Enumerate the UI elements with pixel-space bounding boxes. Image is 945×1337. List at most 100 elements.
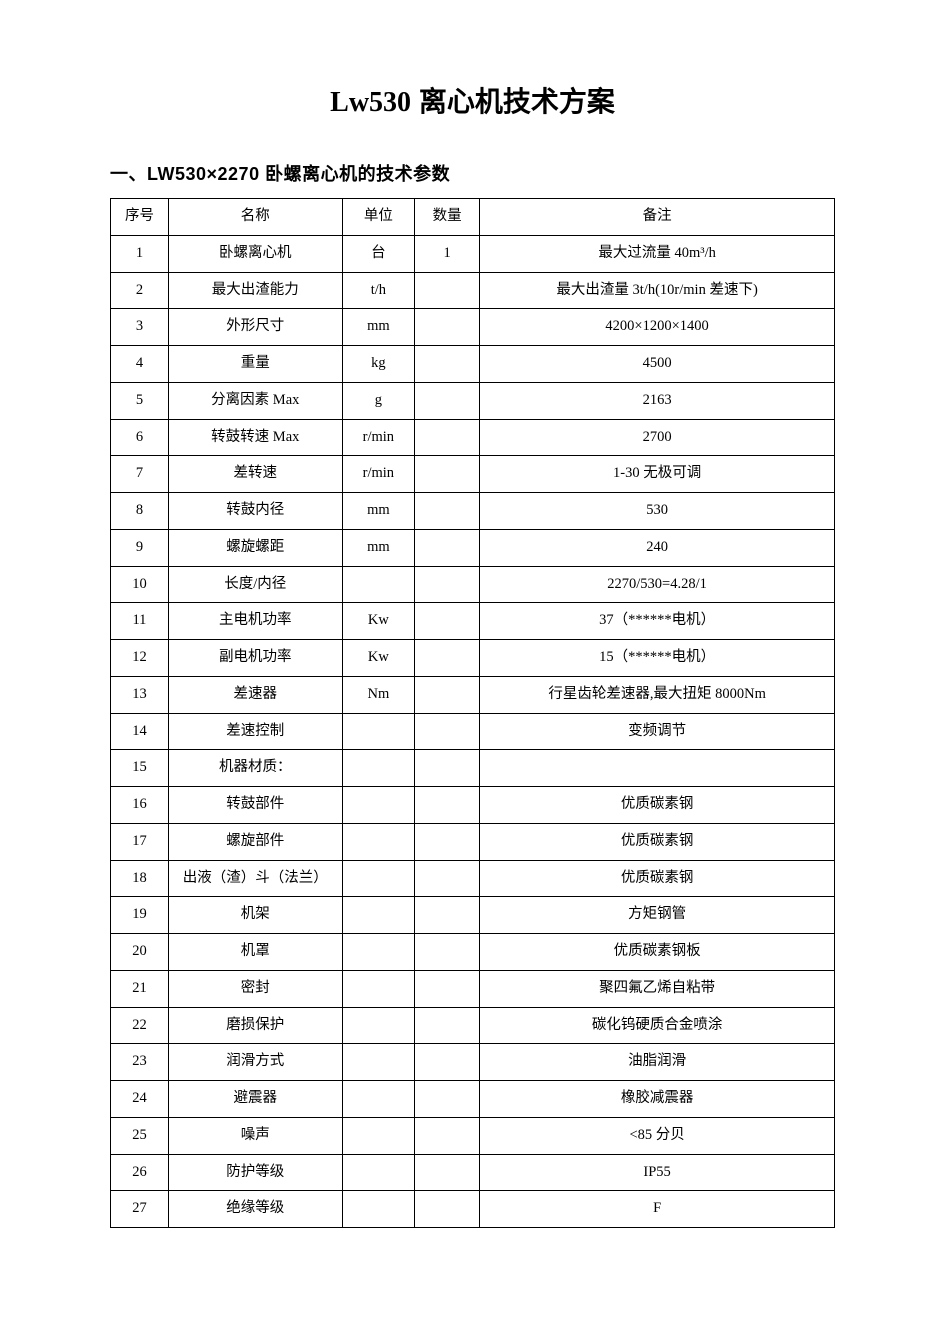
cell-note: 方矩钢管 <box>480 897 835 934</box>
cell-seq: 26 <box>111 1154 169 1191</box>
table-row: 22磨损保护 碳化钨硬质合金喷涂 <box>111 1007 835 1044</box>
cell-seq: 27 <box>111 1191 169 1228</box>
table-row: 15机器材质： <box>111 750 835 787</box>
cell-name: 主电机功率 <box>168 603 342 640</box>
cell-unit: Nm <box>342 676 414 713</box>
cell-qty <box>415 456 480 493</box>
cell-qty <box>415 860 480 897</box>
cell-unit <box>342 750 414 787</box>
cell-seq: 19 <box>111 897 169 934</box>
cell-qty <box>415 1044 480 1081</box>
cell-qty <box>415 970 480 1007</box>
cell-qty <box>415 566 480 603</box>
cell-seq: 23 <box>111 1044 169 1081</box>
cell-name: 出液（渣）斗（法兰） <box>168 860 342 897</box>
table-row: 5分离因素 Maxg2163 <box>111 382 835 419</box>
table-body: 1卧螺离心机台1最大过流量 40m³/h2最大出渣能力t/h最大出渣量 3t/h… <box>111 235 835 1227</box>
table-row: 24避震器 橡胶减震器 <box>111 1081 835 1118</box>
cell-seq: 16 <box>111 787 169 824</box>
cell-name: 避震器 <box>168 1081 342 1118</box>
cell-unit: Kw <box>342 640 414 677</box>
cell-qty <box>415 1191 480 1228</box>
cell-name: 防护等级 <box>168 1154 342 1191</box>
cell-qty <box>415 1081 480 1118</box>
spec-table: 序号 名称 单位 数量 备注 1卧螺离心机台1最大过流量 40m³/h2最大出渣… <box>110 198 835 1228</box>
cell-note: 优质碳素钢 <box>480 823 835 860</box>
table-row: 1卧螺离心机台1最大过流量 40m³/h <box>111 235 835 272</box>
col-header-name: 名称 <box>168 199 342 236</box>
cell-qty <box>415 750 480 787</box>
col-header-qty: 数量 <box>415 199 480 236</box>
cell-seq: 1 <box>111 235 169 272</box>
table-row: 13差速器Nm行星齿轮差速器,最大扭矩 8000Nm <box>111 676 835 713</box>
cell-qty <box>415 529 480 566</box>
cell-seq: 7 <box>111 456 169 493</box>
cell-note: 油脂润滑 <box>480 1044 835 1081</box>
cell-note: 聚四氟乙烯自粘带 <box>480 970 835 1007</box>
cell-name: 副电机功率 <box>168 640 342 677</box>
table-row: 23润滑方式 油脂润滑 <box>111 1044 835 1081</box>
cell-seq: 3 <box>111 309 169 346</box>
cell-note: 碳化钨硬质合金喷涂 <box>480 1007 835 1044</box>
cell-note: F <box>480 1191 835 1228</box>
cell-name: 磨损保护 <box>168 1007 342 1044</box>
cell-unit <box>342 970 414 1007</box>
cell-unit <box>342 1081 414 1118</box>
table-row: 21密封 聚四氟乙烯自粘带 <box>111 970 835 1007</box>
cell-note: 橡胶减震器 <box>480 1081 835 1118</box>
cell-unit <box>342 860 414 897</box>
cell-note: 行星齿轮差速器,最大扭矩 8000Nm <box>480 676 835 713</box>
cell-unit: Kw <box>342 603 414 640</box>
cell-seq: 11 <box>111 603 169 640</box>
cell-note: 2700 <box>480 419 835 456</box>
cell-name: 机架 <box>168 897 342 934</box>
cell-seq: 8 <box>111 493 169 530</box>
cell-name: 机器材质： <box>168 750 342 787</box>
cell-name: 差速器 <box>168 676 342 713</box>
cell-name: 外形尺寸 <box>168 309 342 346</box>
table-row: 4重量kg4500 <box>111 346 835 383</box>
cell-seq: 24 <box>111 1081 169 1118</box>
cell-unit <box>342 1007 414 1044</box>
cell-unit: mm <box>342 309 414 346</box>
cell-note: IP55 <box>480 1154 835 1191</box>
table-row: 27绝缘等级F <box>111 1191 835 1228</box>
cell-qty <box>415 272 480 309</box>
cell-note: 优质碳素钢 <box>480 787 835 824</box>
cell-unit <box>342 1044 414 1081</box>
cell-name: 润滑方式 <box>168 1044 342 1081</box>
table-row: 10长度/内径2270/530=4.28/1 <box>111 566 835 603</box>
cell-name: 分离因素 Max <box>168 382 342 419</box>
cell-name: 螺旋螺距 <box>168 529 342 566</box>
cell-name: 差转速 <box>168 456 342 493</box>
table-row: 3外形尺寸mm4200×1200×1400 <box>111 309 835 346</box>
cell-unit: r/min <box>342 456 414 493</box>
col-header-seq: 序号 <box>111 199 169 236</box>
table-row: 7差转速r/min1-30 无极可调 <box>111 456 835 493</box>
cell-seq: 12 <box>111 640 169 677</box>
cell-name: 最大出渣能力 <box>168 272 342 309</box>
cell-name: 机罩 <box>168 934 342 971</box>
cell-name: 密封 <box>168 970 342 1007</box>
cell-qty <box>415 309 480 346</box>
cell-qty <box>415 1117 480 1154</box>
cell-seq: 21 <box>111 970 169 1007</box>
cell-seq: 22 <box>111 1007 169 1044</box>
cell-qty <box>415 676 480 713</box>
cell-unit <box>342 1191 414 1228</box>
cell-qty <box>415 603 480 640</box>
cell-note: 37（******电机） <box>480 603 835 640</box>
table-row: 9螺旋螺距mm240 <box>111 529 835 566</box>
cell-name: 噪声 <box>168 1117 342 1154</box>
table-row: 26防护等级 IP55 <box>111 1154 835 1191</box>
cell-unit <box>342 897 414 934</box>
cell-note: 最大过流量 40m³/h <box>480 235 835 272</box>
cell-unit <box>342 566 414 603</box>
table-header-row: 序号 名称 单位 数量 备注 <box>111 199 835 236</box>
cell-name: 长度/内径 <box>168 566 342 603</box>
cell-seq: 9 <box>111 529 169 566</box>
cell-seq: 14 <box>111 713 169 750</box>
cell-qty: 1 <box>415 235 480 272</box>
cell-seq: 10 <box>111 566 169 603</box>
cell-qty <box>415 493 480 530</box>
